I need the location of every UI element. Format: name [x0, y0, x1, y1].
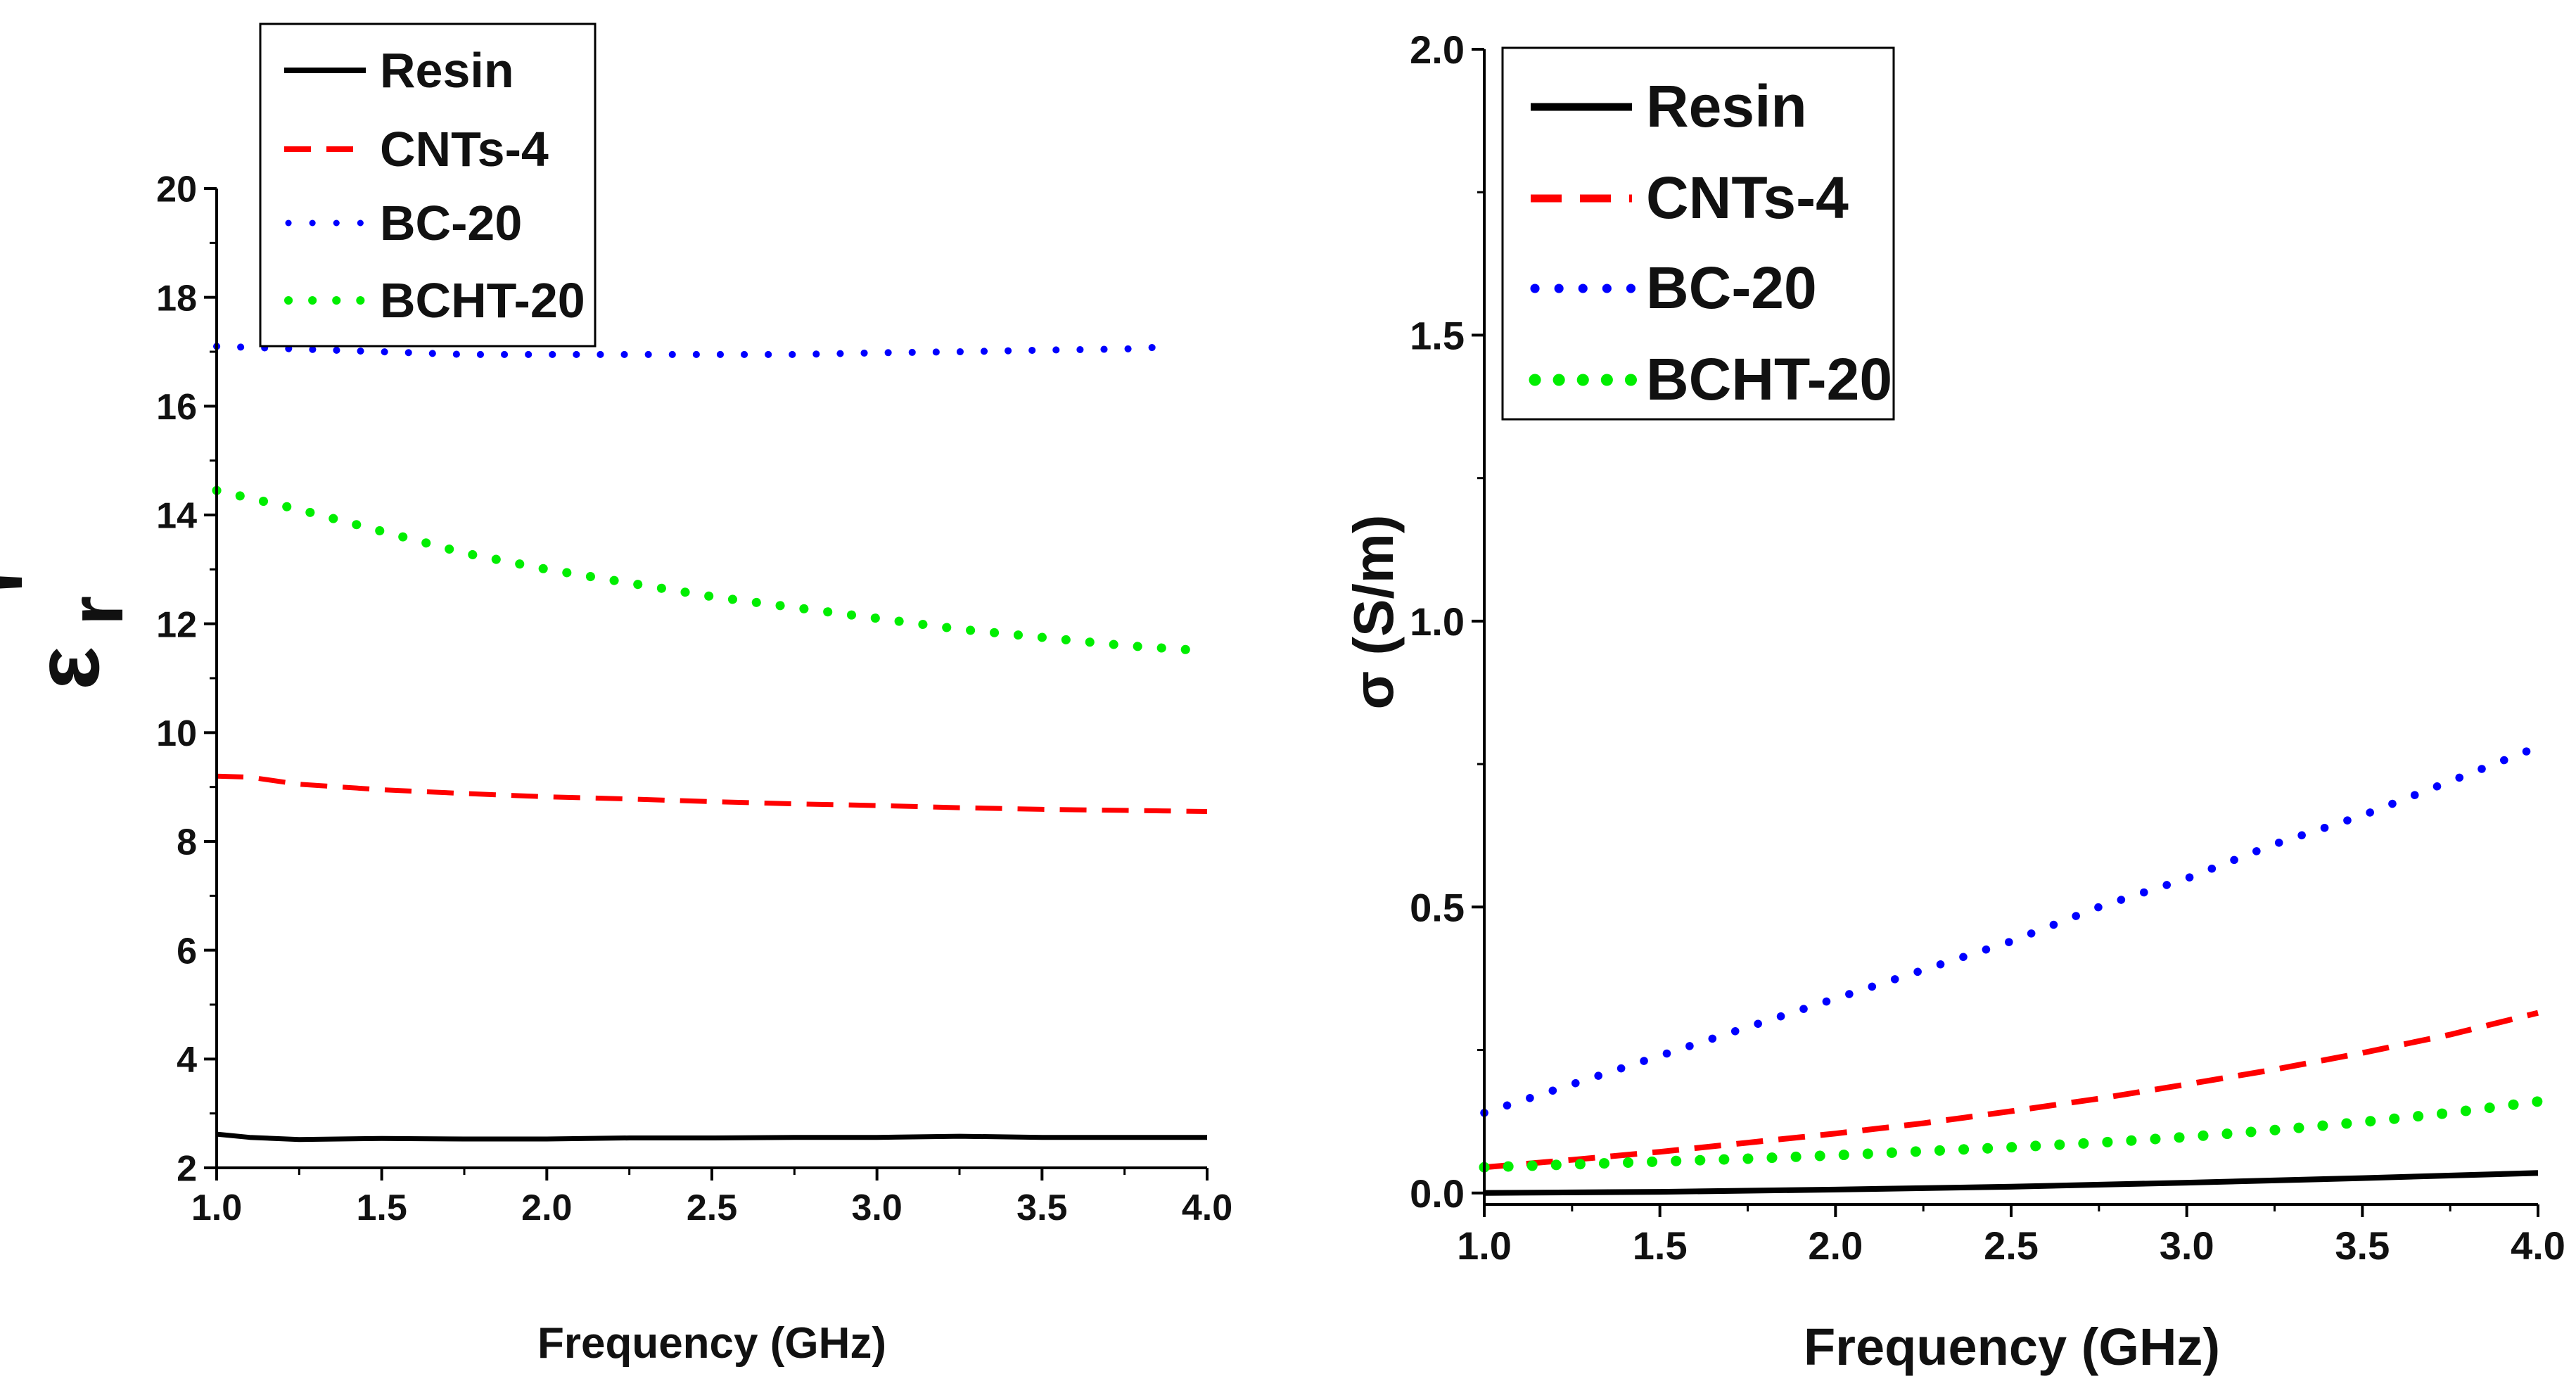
right-y-tick-label: 1.5	[1410, 314, 1465, 358]
left-y-tick-label: 8	[177, 822, 197, 863]
left-legend: Resin CNTs-4 BC-20 BCHT-20	[259, 23, 597, 348]
right-x-ticks: 1.0 1.5 2.0 2.5 3.0 3.5 4.0	[1457, 1204, 2565, 1268]
left-x-tick-label: 2.0	[521, 1188, 572, 1228]
left-y-tick-label: 18	[156, 278, 197, 319]
left-x-axis-title: Frequency (GHz)	[537, 1319, 886, 1368]
right-x-tick-label: 4.0	[2511, 1223, 2565, 1268]
right-legend-label-bcht20: BCHT-20	[1646, 346, 1892, 412]
left-legend-label-bc20: BC-20	[380, 196, 522, 250]
right-x-tick-label: 2.0	[1808, 1223, 1863, 1268]
left-y-tick-label: 16	[156, 387, 197, 428]
left-x-tick-label: 1.5	[357, 1188, 407, 1228]
right-series-resin	[1484, 1170, 2539, 1196]
left-y-tick-label: 10	[156, 713, 197, 754]
left-y-axis-title: ε r '	[0, 572, 139, 690]
right-series-bcht20	[1479, 1096, 2544, 1173]
right-series-bc20	[1480, 742, 2542, 1117]
left-series-resin	[216, 1131, 1207, 1143]
conductivity-chart: 0.0 0.5 1.0 1.5 2.0 1.0 1.5 2.0 2.5 3.0 3.5 4.0 Fr…	[1342, 27, 2565, 1376]
right-y-tick-label: 2.0	[1410, 27, 1465, 72]
right-x-tick-label: 1.5	[1633, 1223, 1688, 1268]
left-y-title-subscript: r	[53, 596, 139, 625]
right-plot-lines	[1479, 742, 2544, 1196]
left-y-tick-label: 12	[156, 604, 197, 645]
right-legend-label-bc20: BC-20	[1646, 255, 1817, 321]
left-y-tick-label: 20	[156, 170, 197, 210]
right-series-cnts4	[1484, 1010, 2539, 1171]
right-x-axis-title: Frequency (GHz)	[1804, 1318, 2220, 1376]
right-y-tick-label: 0.5	[1410, 885, 1465, 929]
left-y-tick-label: 2	[177, 1149, 197, 1190]
right-x-tick-label: 2.5	[1984, 1223, 2039, 1268]
right-x-tick-label: 3.5	[2335, 1223, 2390, 1268]
left-x-tick-label: 3.0	[852, 1188, 903, 1228]
left-series-bc20	[213, 343, 1178, 358]
left-legend-box	[259, 23, 597, 348]
right-x-tick-label: 3.0	[2160, 1223, 2214, 1268]
permittivity-chart: 2 4 6 8 10 12 14 16 18 20 1.0 1.5 2.0 2.5 3.0 3.5 4.0 F…	[0, 23, 1232, 1368]
left-x-tick-label: 1.0	[191, 1188, 242, 1228]
right-legend-label-cnts4: CNTs-4	[1646, 165, 1849, 231]
left-y-tick-label: 14	[156, 496, 197, 537]
right-y-axis-title: σ (S/m)	[1342, 515, 1405, 710]
right-legend-label-resin: Resin	[1646, 73, 1807, 139]
left-y-tick-label: 6	[177, 931, 197, 972]
left-y-tick-label: 4	[177, 1040, 197, 1081]
left-legend-label-bcht20: BCHT-20	[380, 273, 585, 328]
left-series-cnts4	[216, 773, 1208, 814]
left-x-tick-label: 2.5	[687, 1188, 737, 1228]
left-series-bcht20	[212, 485, 1212, 656]
right-legend: Resin CNTs-4 BC-20 BCHT-20	[1501, 46, 1895, 421]
right-y-tick-label: 0.0	[1410, 1171, 1465, 1216]
left-legend-label-resin: Resin	[380, 43, 514, 98]
left-legend-label-cnts4: CNTs-4	[380, 122, 549, 177]
left-y-title-prime: '	[0, 572, 82, 594]
left-y-ticks: 2 4 6 8 10 12 14 16 18 20	[156, 170, 217, 1190]
left-plot-lines	[212, 343, 1212, 1143]
right-y-tick-label: 1.0	[1410, 599, 1465, 644]
left-x-tick-label: 3.5	[1016, 1188, 1067, 1228]
right-y-ticks: 0.0 0.5 1.0 1.5 2.0	[1410, 27, 1484, 1216]
left-y-title-epsilon: ε	[15, 647, 118, 690]
left-x-tick-label: 4.0	[1182, 1188, 1232, 1228]
left-x-ticks: 1.0 1.5 2.0 2.5 3.0 3.5 4.0	[191, 1168, 1232, 1228]
right-x-tick-label: 1.0	[1457, 1223, 1512, 1268]
